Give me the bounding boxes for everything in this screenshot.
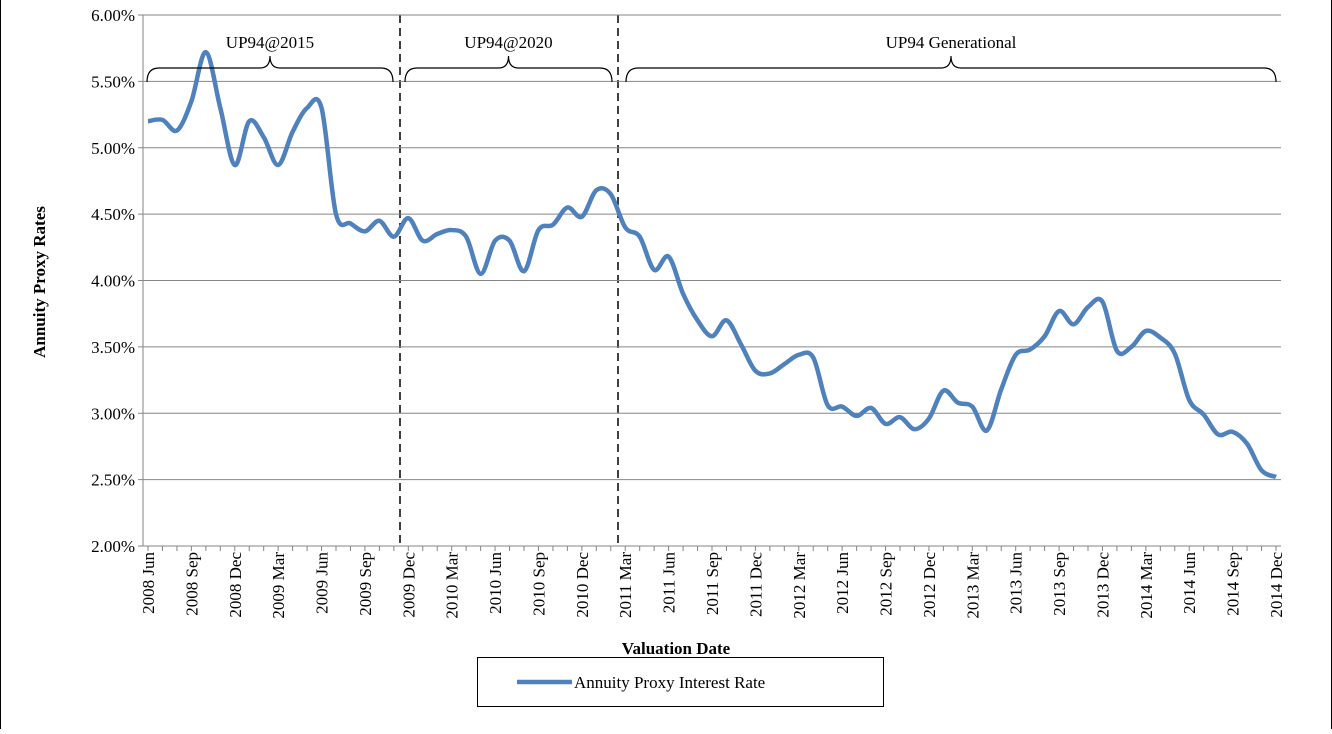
x-tick-label: 2010 Dec [573,552,592,618]
annotation: UP94@2015 [226,33,314,52]
x-tick-label: 2014 Jun [1180,552,1199,614]
y-tick-label: 2.00% [91,537,135,556]
y-tick-label: 4.50% [91,205,135,224]
bracket [404,55,613,83]
x-tick-label: 2009 Jun [313,552,332,614]
x-tick-label: 2013 Sep [1050,552,1069,616]
x-tick-label: 2010 Jun [486,552,505,614]
x-tick-label: 2012 Jun [833,552,852,614]
x-tick-label: 2009 Mar [269,552,288,619]
x-tick-label: 2013 Jun [1007,552,1026,614]
x-tick-label: 2012 Mar [790,552,809,619]
x-tick-label: 2013 Dec [1093,552,1112,618]
bracket [146,55,394,83]
x-tick-label: 2008 Dec [226,552,245,618]
bracket [625,55,1277,83]
y-tick-label: 5.00% [91,139,135,158]
x-axis-title: Valuation Date [622,639,731,658]
x-tick-label: 2013 Mar [963,552,982,619]
y-tick-label: 3.50% [91,338,135,357]
y-tick-label: 5.50% [91,72,135,91]
y-tick-label: 2.50% [91,471,135,490]
x-tick-label: 2008 Sep [182,552,201,616]
annotation: UP94 Generational [886,33,1017,52]
x-tick-label: 2010 Sep [529,552,548,616]
y-tick-label: 3.00% [91,404,135,423]
x-tick-label: 2010 Mar [443,552,462,619]
x-tick-label: 2014 Dec [1267,552,1286,618]
y-axis-title: Annuity Proxy Rates [30,206,49,358]
x-tick-label: 2009 Sep [356,552,375,616]
x-tick-label: 2014 Sep [1224,552,1243,616]
x-tick-label: 2011 Dec [746,552,765,617]
x-tick-label: 2008 Jun [139,552,158,614]
x-tick-label: 2014 Mar [1137,552,1156,619]
x-tick-label: 2012 Sep [877,552,896,616]
annotation: UP94@2020 [464,33,552,52]
x-tick-label: 2012 Dec [920,552,939,618]
legend-label: Annuity Proxy Interest Rate [574,673,765,692]
y-tick-label: 6.00% [91,6,135,25]
x-tick-label: 2009 Dec [399,552,418,618]
x-tick-label: 2011 Sep [703,552,722,615]
series-line [147,49,1277,480]
x-tick-label: 2011 Mar [616,552,635,618]
y-tick-label: 4.00% [91,272,135,291]
x-tick-label: 2011 Jun [660,552,679,614]
